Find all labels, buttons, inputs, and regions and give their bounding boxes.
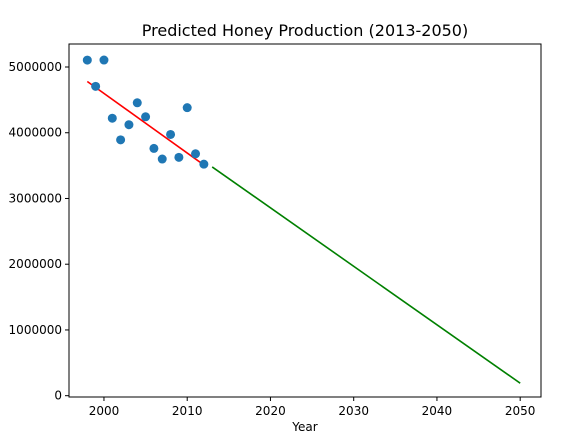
x-axis-ticks: 2000 2010 2020 2030 2040 2050 — [89, 397, 536, 418]
data-point — [182, 103, 192, 113]
x-tick-label: 2040 — [422, 404, 453, 418]
x-axis-label: Year — [291, 420, 317, 434]
x-tick-label: 2020 — [255, 404, 286, 418]
y-tick-label: 4000000 — [9, 126, 62, 140]
regression-line — [86, 80, 205, 166]
y-tick-label: 2000000 — [9, 257, 62, 271]
data-point — [199, 159, 209, 169]
y-axis-ticks: 0 1000000 2000000 3000000 4000000 5000000 — [9, 60, 69, 403]
y-tick-label: 0 — [54, 389, 62, 403]
data-point — [107, 113, 117, 123]
data-point — [149, 143, 159, 153]
data-point — [82, 55, 92, 65]
data-point — [191, 149, 201, 159]
x-tick-label: 2030 — [338, 404, 369, 418]
data-point — [124, 120, 134, 130]
x-tick-label: 2050 — [505, 404, 536, 418]
y-tick-label: 3000000 — [9, 191, 62, 205]
data-point — [116, 135, 126, 145]
data-point — [91, 81, 101, 91]
x-tick-label: 2010 — [172, 404, 203, 418]
y-tick-label: 1000000 — [9, 323, 62, 337]
chart-title: Predicted Honey Production (2013-2050) — [142, 21, 468, 40]
forecast-line — [211, 166, 521, 384]
chart-points — [82, 55, 209, 169]
chart-lines — [86, 80, 521, 384]
data-point — [157, 154, 167, 164]
plot-frame — [68, 43, 542, 398]
y-tick-label: 5000000 — [9, 60, 62, 74]
data-point — [132, 98, 142, 108]
data-point — [141, 112, 151, 122]
x-tick-label: 2000 — [89, 404, 120, 418]
data-point — [174, 152, 184, 162]
data-point — [166, 129, 176, 139]
data-point — [99, 55, 109, 65]
